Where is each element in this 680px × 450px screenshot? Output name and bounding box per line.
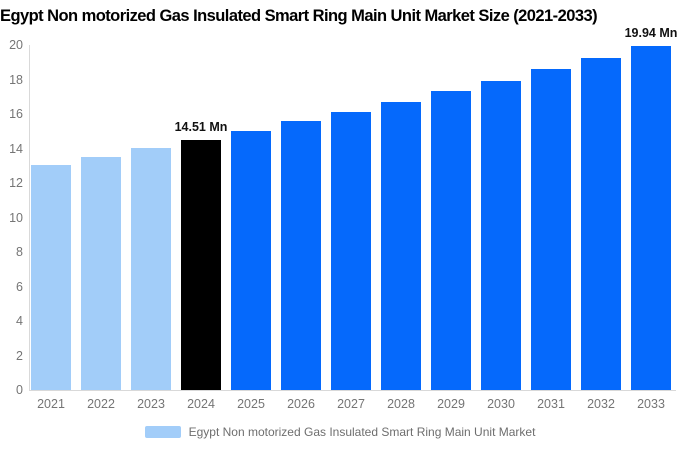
bar: [631, 46, 671, 390]
bar: [131, 148, 171, 390]
x-tick-label: 2033: [637, 397, 665, 411]
x-tick-label: 2030: [487, 397, 515, 411]
bar: [381, 102, 421, 390]
bar-value-label: 19.94 Mn: [624, 25, 678, 40]
bar-value-label: 14.51 Mn: [174, 119, 228, 134]
bar: [581, 58, 621, 390]
y-axis: 0 2 4 6 8 10 12 14 16 18 20: [0, 0, 23, 450]
x-tick-label: 2021: [37, 397, 65, 411]
x-tick-label: 2031: [537, 397, 565, 411]
x-tick-label: 2032: [587, 397, 615, 411]
bar: [531, 69, 571, 390]
bar: [281, 121, 321, 390]
x-tick-label: 2022: [87, 397, 115, 411]
legend-swatch: [144, 426, 181, 438]
bar: [231, 131, 271, 390]
y-tick-label: 18: [9, 72, 23, 87]
y-tick-label: 14: [9, 141, 23, 156]
x-tick-label: 2028: [387, 397, 415, 411]
legend: Egypt Non motorized Gas Insulated Smart …: [0, 424, 680, 440]
bar: [81, 157, 121, 390]
y-tick-label: 10: [9, 210, 23, 225]
y-tick-label: 20: [9, 37, 23, 52]
bar: [431, 91, 471, 390]
y-tick-label: 2: [16, 348, 23, 363]
y-tick-label: 4: [16, 313, 23, 328]
bar: [181, 140, 221, 390]
bar: [481, 81, 521, 390]
x-tick-label: 2027: [337, 397, 365, 411]
x-tick-label: 2024: [187, 397, 215, 411]
x-tick-label: 2029: [437, 397, 465, 411]
y-tick-label: 6: [16, 279, 23, 294]
bar: [331, 112, 371, 390]
x-tick-label: 2025: [237, 397, 265, 411]
y-tick-label: 0: [16, 382, 23, 397]
plot-area: 14.51 Mn 19.94 Mn: [29, 26, 677, 391]
bar: [31, 165, 71, 390]
x-tick-label: 2026: [287, 397, 315, 411]
y-tick-label: 12: [9, 175, 23, 190]
x-axis: 2021 2022 2023 2024 2025 2026 2027 2028 2029 2030…: [0, 397, 680, 414]
y-tick-label: 8: [16, 244, 23, 259]
y-tick-label: 16: [9, 106, 23, 121]
x-tick-label: 2023: [137, 397, 165, 411]
legend-label: Egypt Non motorized Gas Insulated Smart …: [188, 425, 536, 439]
chart-title: Egypt Non motorized Gas Insulated Smart …: [0, 7, 598, 25]
